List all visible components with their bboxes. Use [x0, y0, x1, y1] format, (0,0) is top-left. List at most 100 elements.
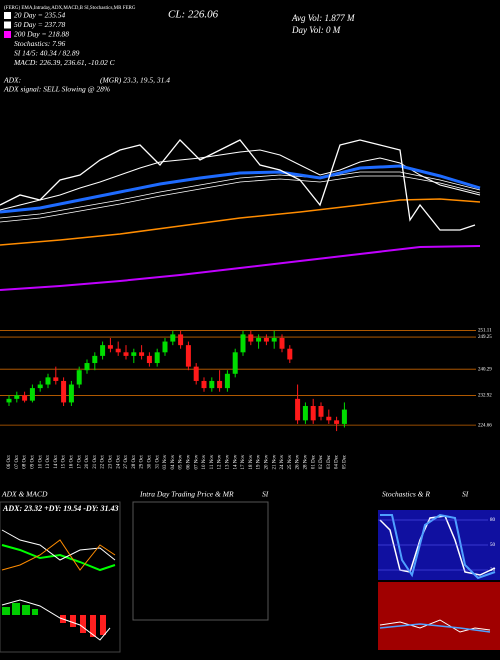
- panel-frame: [132, 501, 269, 621]
- candle-body: [92, 355, 98, 364]
- ema-line: [0, 149, 481, 211]
- avg-vol: Avg Vol: 1.877 M: [291, 13, 355, 23]
- macd-line: [1, 599, 111, 641]
- price-line: [0, 139, 476, 231]
- x-tick-label: 22 Oct: [101, 455, 106, 469]
- candle-body: [170, 334, 176, 342]
- x-tick-label: 29 Oct: [140, 455, 145, 469]
- candle-body: [100, 345, 106, 356]
- x-tick-label: 06 Nov: [187, 454, 192, 469]
- x-tick-label: 24 Oct: [116, 455, 121, 469]
- intraday-panel: Intra Day Trading Price & MR SI: [132, 490, 269, 621]
- legend-entry: SI 14/5: 40.34 / 82.89: [14, 49, 80, 58]
- panel-title: Intra Day Trading Price & MR: [139, 490, 234, 499]
- x-tick-label: 13 Nov: [226, 454, 231, 469]
- stochastics-panel: Stochastics & R SI 80 50 20: [378, 490, 500, 650]
- x-tick-label: 20 Nov: [265, 454, 270, 469]
- adx-line: [1, 544, 116, 572]
- panel-title: SI: [462, 490, 469, 499]
- adx-line-text: ADX:: [3, 76, 21, 85]
- si-bg: [378, 582, 500, 650]
- candle-body: [326, 416, 332, 421]
- candle-body: [263, 337, 269, 342]
- stoch-line: [379, 515, 496, 576]
- x-tick-label: 03 Dec: [327, 454, 332, 469]
- x-tick-label: 10 Oct: [38, 455, 43, 469]
- di-line: [1, 529, 116, 561]
- x-tick-label: 10 Nov: [202, 454, 207, 469]
- candle-body: [341, 409, 347, 424]
- si-line: [379, 623, 491, 633]
- candle-body: [232, 352, 238, 374]
- adx-macd-panel: ADX & MACD ADX: 23.32 +DY: 19.54 -DY: 31…: [0, 490, 121, 653]
- candle-body: [123, 352, 129, 356]
- candle-body: [334, 420, 340, 424]
- candle-body: [287, 348, 293, 360]
- legend-entry: 200 Day = 218.88: [14, 30, 69, 39]
- adx-line-text: ADX signal: SELL Slowing @ 28%: [3, 85, 110, 94]
- x-tick-label: 28 Nov: [304, 454, 309, 469]
- candle-body: [279, 337, 285, 349]
- ema-50-line: [0, 164, 481, 214]
- day-vol: Day Vol: 0 M: [291, 25, 341, 35]
- candle-body: [224, 373, 230, 389]
- candle-body: [68, 384, 74, 403]
- candle-body: [6, 398, 12, 403]
- x-tick-label: 31 Oct: [155, 455, 160, 469]
- candle-body: [29, 388, 35, 401]
- candle-body: [162, 341, 168, 353]
- candle-body: [217, 380, 223, 389]
- ema-line: [0, 171, 481, 219]
- x-tick-label: 11 Nov: [210, 454, 215, 469]
- x-tick-label: 04 Nov: [171, 454, 176, 469]
- panel-title: Stochastics & R: [382, 490, 430, 499]
- x-tick-label: 18 Nov: [249, 454, 254, 469]
- legend-entry: 20 Day = 235.54: [14, 11, 66, 20]
- x-tick-label: 21 Oct: [93, 455, 98, 469]
- ema-20-line: [0, 198, 481, 246]
- ema-line: [0, 175, 481, 223]
- candle-body: [185, 345, 191, 367]
- candle-body: [139, 352, 145, 356]
- x-tick-label: 06 Oct: [7, 455, 12, 469]
- x-tick-label: 14 Nov: [233, 454, 238, 469]
- legend-swatch: [4, 31, 11, 38]
- x-tick-label: 17 Oct: [77, 455, 82, 469]
- x-tick-label: 08 Oct: [23, 455, 28, 469]
- candle-body: [115, 348, 121, 353]
- si-line: [379, 619, 491, 633]
- x-tick-label: 19 Nov: [257, 454, 262, 469]
- candle-body: [201, 380, 207, 389]
- x-tick-label: 16 Oct: [70, 455, 75, 469]
- y-tick-label: 224.66: [478, 423, 492, 428]
- y-tick-label: 251.11: [478, 329, 492, 334]
- legend-swatch: [4, 21, 11, 29]
- stoch-tick-label: 20: [490, 568, 496, 573]
- y-tick-label: 232.92: [478, 394, 492, 399]
- candle-body: [295, 398, 301, 421]
- legend-entry: MACD: 226.39, 236.61, -10.02 C: [13, 58, 116, 67]
- candle-body: [271, 337, 277, 342]
- x-tick-label: 21 Nov: [272, 454, 277, 469]
- legend-swatch: [4, 12, 11, 19]
- ema-200-line: [0, 245, 481, 291]
- x-tick-label: 01 Dec: [311, 454, 316, 469]
- panel-title: SI: [262, 490, 269, 499]
- x-tick-label: 24 Nov: [280, 454, 285, 469]
- x-tick-label: 05 Dec: [343, 454, 348, 469]
- x-tick-label: 07 Oct: [15, 455, 20, 469]
- adx-readout: ADX: 23.32 +DY: 19.54 -DY: 31.43: [2, 504, 119, 513]
- title: (FERG) EMA,Intraday,ADX,MACD,B SI,Stocha…: [4, 6, 136, 11]
- x-tick-label: 15 Oct: [62, 455, 67, 469]
- panel-title: ADX & MACD: [1, 490, 48, 499]
- x-tick-label: 25 Nov: [288, 454, 293, 469]
- candle-body: [248, 334, 254, 342]
- x-tick-label: 20 Oct: [85, 455, 90, 469]
- candle-body: [37, 384, 43, 389]
- x-tick-label: 28 Oct: [132, 455, 137, 469]
- candle-body: [53, 377, 59, 381]
- x-tick-label: 26 Nov: [296, 454, 301, 469]
- candle-body: [107, 345, 113, 349]
